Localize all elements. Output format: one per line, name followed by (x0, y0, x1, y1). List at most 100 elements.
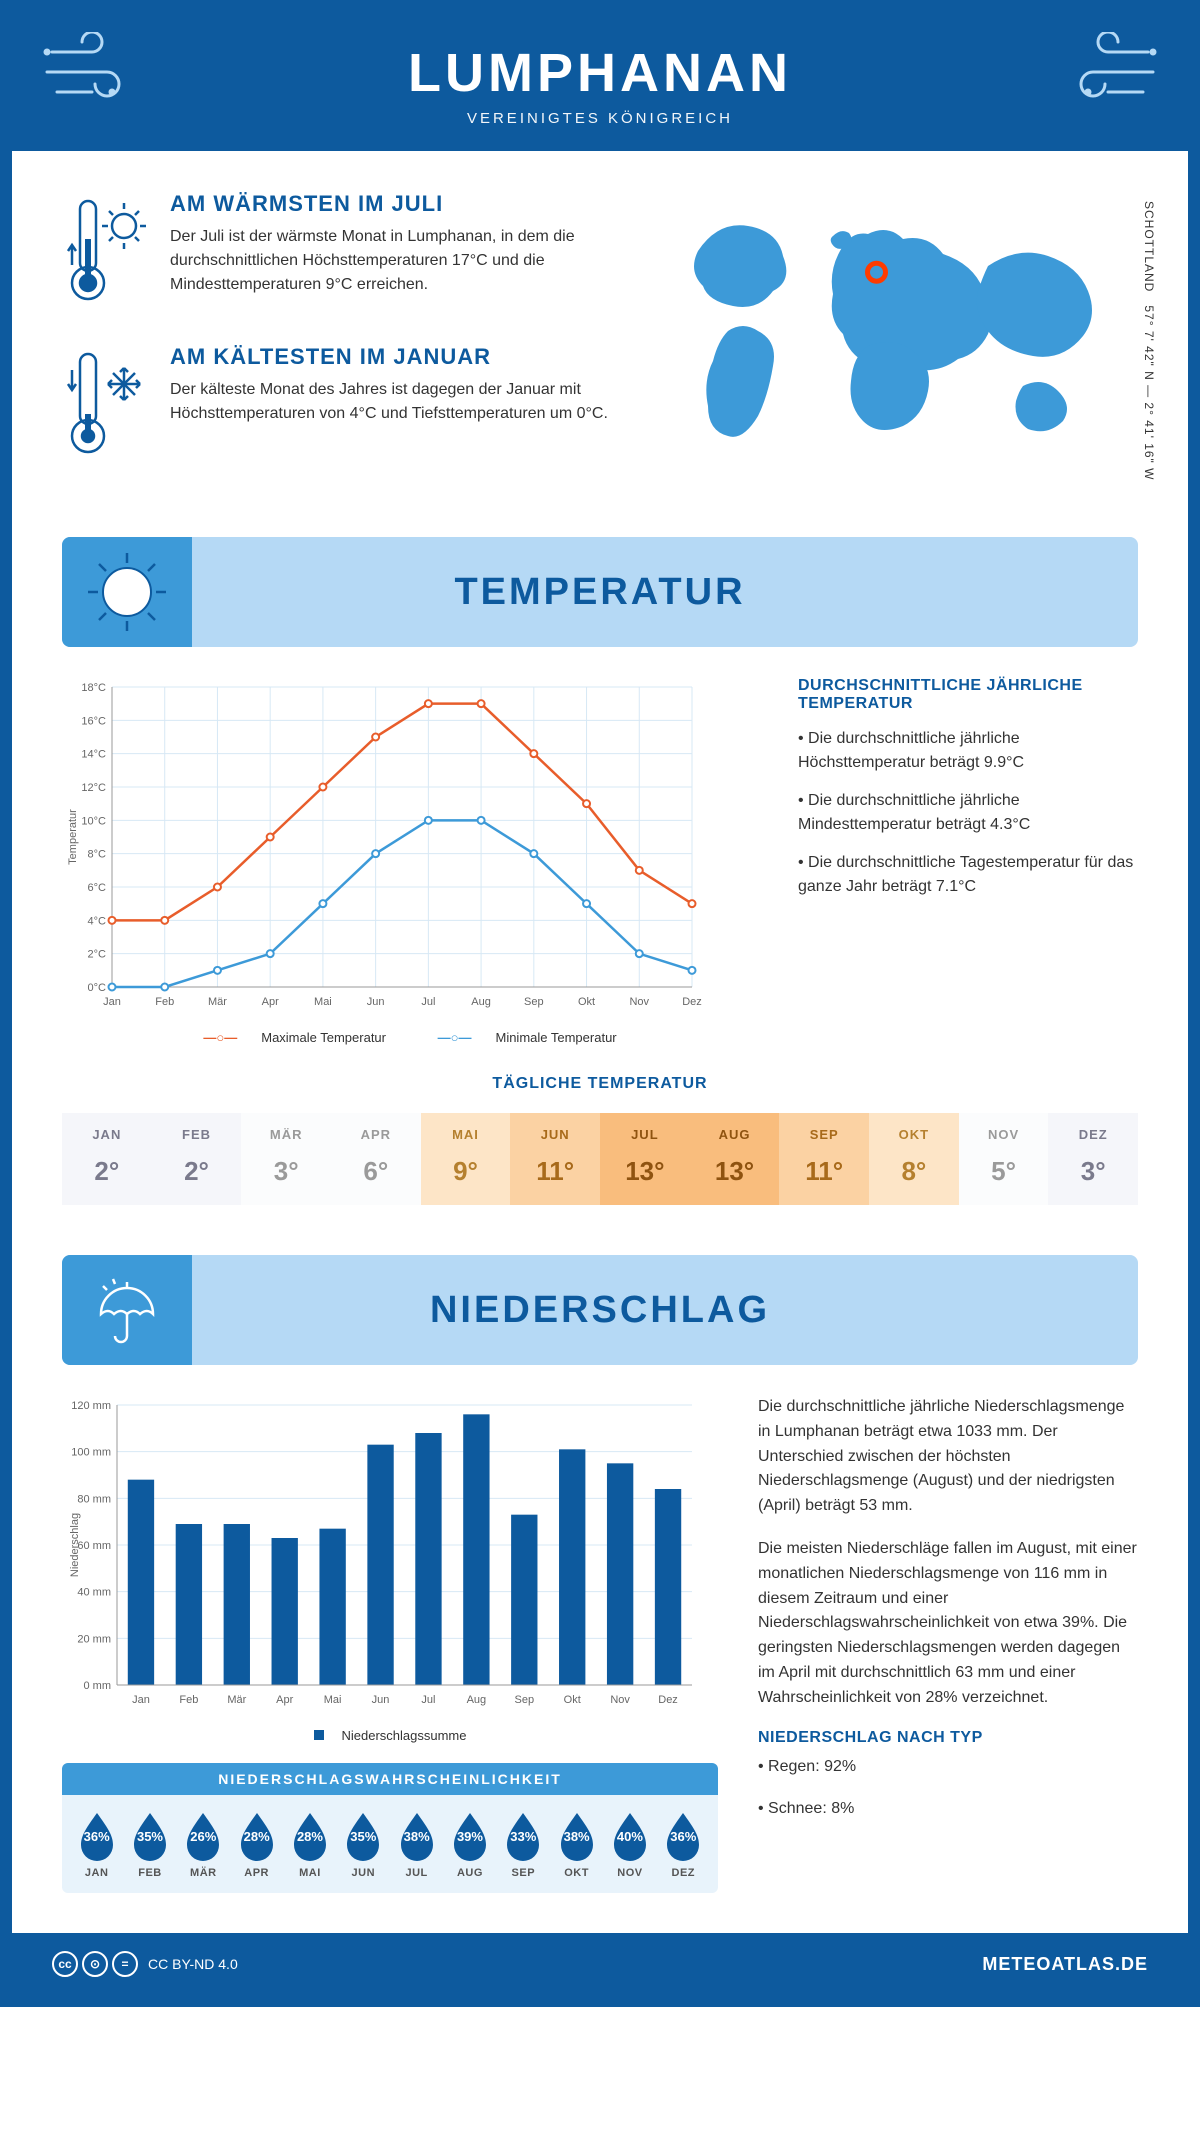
svg-text:Feb: Feb (179, 1694, 198, 1706)
svg-text:10°C: 10°C (81, 815, 106, 827)
svg-text:12°C: 12°C (81, 782, 106, 794)
fact-warm-text: Der Juli ist der wärmste Monat in Lumpha… (170, 225, 628, 297)
precipitation-bar-chart: 0 mm20 mm40 mm60 mm80 mm100 mm120 mmJanF… (62, 1395, 702, 1715)
cc-icons: cc⊙= (52, 1951, 138, 1977)
svg-text:4°C: 4°C (88, 915, 107, 927)
prob-cell: 33%SEP (497, 1809, 550, 1879)
prob-cell: 40%NOV (603, 1809, 656, 1879)
svg-text:Okt: Okt (578, 996, 595, 1008)
svg-text:Sep: Sep (524, 996, 544, 1008)
svg-text:18°C: 18°C (81, 682, 106, 694)
prob-cell: 36%DEZ (657, 1809, 710, 1879)
world-map: SCHOTTLAND 57° 7' 42" N — 2° 41' 16" W (658, 191, 1138, 497)
precip-text: Die meisten Niederschläge fallen im Augu… (758, 1537, 1138, 1711)
sun-icon (62, 537, 192, 647)
daily-temp-grid: JAN2°FEB2°MÄR3°APR6°MAI9°JUN11°JUL13°AUG… (62, 1113, 1138, 1205)
wind-icon (42, 32, 152, 117)
svg-text:Jun: Jun (367, 996, 385, 1008)
precip-probability-box: NIEDERSCHLAGSWAHRSCHEINLICHKEIT 36%JAN35… (62, 1763, 718, 1893)
umbrella-icon (62, 1255, 192, 1365)
fact-coldest: AM KÄLTESTEN IM JANUAR Der kälteste Mona… (62, 344, 628, 469)
daily-cell: APR6° (331, 1113, 421, 1205)
prob-cell: 35%JUN (337, 1809, 390, 1879)
svg-text:80 mm: 80 mm (77, 1493, 111, 1505)
page-subtitle: VEREINIGTES KÖNIGREICH (32, 110, 1168, 127)
section-temperature: TEMPERATUR (62, 537, 1138, 647)
daily-cell: NOV5° (959, 1113, 1049, 1205)
svg-text:Nov: Nov (610, 1694, 630, 1706)
svg-text:Mai: Mai (324, 1694, 342, 1706)
temp-heading: TEMPERATUR (454, 571, 745, 614)
svg-text:40 mm: 40 mm (77, 1587, 111, 1599)
svg-text:120 mm: 120 mm (71, 1400, 111, 1412)
prob-cell: 38%JUL (390, 1809, 443, 1879)
daily-cell: MÄR3° (241, 1113, 331, 1205)
svg-text:Aug: Aug (471, 996, 491, 1008)
svg-text:Jan: Jan (103, 996, 121, 1008)
svg-text:Feb: Feb (155, 996, 174, 1008)
daily-cell: SEP11° (779, 1113, 869, 1205)
svg-text:60 mm: 60 mm (77, 1540, 111, 1552)
svg-text:Mär: Mär (208, 996, 227, 1008)
svg-text:Jul: Jul (421, 1694, 435, 1706)
precip-type-bullet: • Regen: 92% (758, 1755, 1138, 1780)
license-label: CC BY-ND 4.0 (148, 1956, 238, 1972)
prob-title: NIEDERSCHLAGSWAHRSCHEINLICHKEIT (62, 1763, 718, 1795)
prob-cell: 36%JAN (70, 1809, 123, 1879)
svg-text:Dez: Dez (658, 1694, 678, 1706)
svg-text:16°C: 16°C (81, 715, 106, 727)
svg-text:Okt: Okt (564, 1694, 581, 1706)
wind-icon (1048, 32, 1158, 117)
svg-text:Temperatur: Temperatur (67, 809, 79, 865)
svg-text:Jun: Jun (372, 1694, 390, 1706)
svg-text:Nov: Nov (629, 996, 649, 1008)
temp-bullet: • Die durchschnittliche jährliche Höchst… (798, 727, 1138, 775)
daily-cell: FEB2° (152, 1113, 242, 1205)
temperature-line-chart: 0°C2°C4°C6°C8°C10°C12°C14°C16°C18°CJanFe… (62, 677, 702, 1017)
daily-cell: JUN11° (510, 1113, 600, 1205)
daily-cell: JUL13° (600, 1113, 690, 1205)
thermometer-sun-icon (62, 191, 152, 316)
fact-cold-text: Der kälteste Monat des Jahres ist dagege… (170, 378, 628, 426)
svg-text:0 mm: 0 mm (84, 1680, 112, 1692)
prob-cell: 38%OKT (550, 1809, 603, 1879)
temp-legend: —○—Maximale Temperatur —○—Minimale Tempe… (62, 1030, 758, 1045)
region-label: SCHOTTLAND (1142, 201, 1156, 292)
svg-text:Apr: Apr (262, 996, 279, 1008)
fact-warm-title: AM WÄRMSTEN IM JULI (170, 191, 628, 217)
temp-bullet: • Die durchschnittliche jährliche Mindes… (798, 789, 1138, 837)
svg-text:100 mm: 100 mm (71, 1447, 111, 1459)
fact-cold-title: AM KÄLTESTEN IM JANUAR (170, 344, 628, 370)
fact-warmest: AM WÄRMSTEN IM JULI Der Juli ist der wär… (62, 191, 628, 316)
thermometer-snow-icon (62, 344, 152, 469)
daily-title: TÄGLICHE TEMPERATUR (62, 1075, 1138, 1093)
daily-cell: DEZ3° (1048, 1113, 1138, 1205)
daily-cell: MAI9° (421, 1113, 511, 1205)
daily-cell: JAN2° (62, 1113, 152, 1205)
svg-text:Mai: Mai (314, 996, 332, 1008)
page-title: LUMPHANAN (32, 42, 1168, 104)
svg-text:Apr: Apr (276, 1694, 293, 1706)
svg-text:0°C: 0°C (88, 982, 107, 994)
precip-legend: Niederschlagssumme (62, 1728, 718, 1743)
svg-text:Jul: Jul (421, 996, 435, 1008)
section-precip: NIEDERSCHLAG (62, 1255, 1138, 1365)
svg-text:Niederschlag: Niederschlag (69, 1513, 81, 1577)
svg-text:Jan: Jan (132, 1694, 150, 1706)
footer: cc⊙= CC BY-ND 4.0 METEOATLAS.DE (12, 1933, 1188, 1995)
svg-text:Aug: Aug (467, 1694, 487, 1706)
precip-type-bullet: • Schnee: 8% (758, 1797, 1138, 1822)
prob-cell: 35%FEB (123, 1809, 176, 1879)
svg-text:Dez: Dez (682, 996, 702, 1008)
svg-text:6°C: 6°C (88, 882, 107, 894)
temp-info-title: DURCHSCHNITTLICHE JÄHRLICHE TEMPERATUR (798, 677, 1138, 713)
brand-label: METEOATLAS.DE (982, 1954, 1148, 1975)
svg-text:8°C: 8°C (88, 849, 107, 861)
prob-cell: 26%MÄR (177, 1809, 230, 1879)
svg-text:14°C: 14°C (81, 749, 106, 761)
prob-cell: 28%MAI (283, 1809, 336, 1879)
header: LUMPHANAN VEREINIGTES KÖNIGREICH (12, 12, 1188, 151)
precip-text: Die durchschnittliche jährliche Niedersc… (758, 1395, 1138, 1519)
daily-cell: OKT8° (869, 1113, 959, 1205)
svg-text:Mär: Mär (227, 1694, 246, 1706)
